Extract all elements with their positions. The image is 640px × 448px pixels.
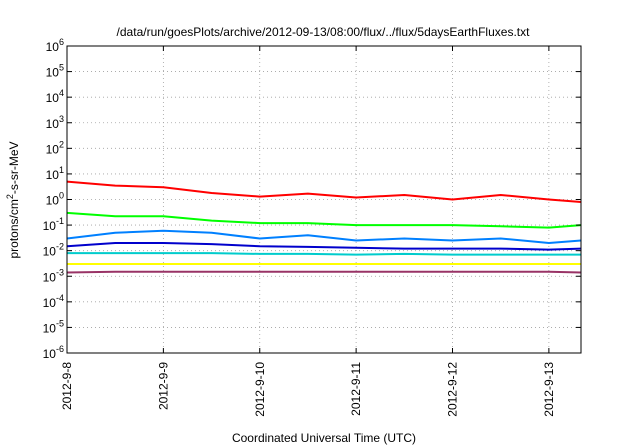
y-tick-mantissa: 10: [46, 117, 60, 131]
y-tick-mantissa: 10: [43, 347, 57, 361]
y-tick-mantissa: 10: [46, 91, 60, 105]
data-series-line: [66, 242, 582, 251]
y-tick-exponent: 3: [59, 114, 64, 124]
x-tick-labels: 2012-9-8 2012-9-9 2012-9-10 2012-9-11 2012-9…: [60, 362, 556, 417]
y-tick-mantissa: 10: [46, 40, 60, 54]
y-tick-mantissa: 10: [46, 66, 60, 80]
data-series-line: [66, 270, 582, 274]
y-tick-mantissa: 10: [46, 142, 60, 156]
y-tick-label: 10-1: [43, 216, 64, 233]
chart-title: /data/run/goesPlots/archive/2012-09-13/0…: [117, 25, 531, 39]
y-tick-exponent: -1: [56, 216, 64, 226]
y-tick-label: 105: [46, 63, 64, 80]
data-series-line: [66, 229, 582, 244]
grid-layer: [67, 46, 581, 353]
y-axis-title-suffix: -s-sr-MeV: [7, 141, 21, 194]
y-axis-title: protons/cm2-s-sr-MeV: [5, 141, 21, 258]
y-tick-label: 100: [46, 191, 64, 208]
data-series-line: [66, 180, 582, 203]
x-tick-label: 2012-9-11: [349, 362, 363, 416]
x-tick-label: 2012-9-8: [60, 362, 74, 410]
y-tick-label: 10-4: [43, 293, 64, 310]
y-tick-exponent: -5: [56, 318, 64, 328]
y-tick-exponent: -3: [56, 267, 64, 277]
y-tick-mantissa: 10: [43, 270, 57, 284]
y-tick-exponent: 1: [59, 165, 64, 175]
x-tick-label: 2012-9-9: [156, 362, 170, 410]
y-tick-mantissa: 10: [43, 245, 57, 259]
y-tick-exponent: 6: [59, 37, 64, 47]
series-layer: [66, 180, 582, 274]
y-tick-exponent: 2: [59, 139, 64, 149]
x-tick-label: 2012-9-10: [253, 362, 267, 417]
y-tick-label: 10-6: [43, 344, 64, 361]
y-tick-label: 10-5: [43, 318, 64, 335]
y-tick-label: 102: [46, 139, 64, 156]
tick-layer: [66, 45, 581, 354]
y-tick-label: 10-2: [43, 242, 64, 259]
y-tick-exponent: 0: [59, 191, 64, 201]
y-axis-title-superscript: 2: [5, 194, 15, 199]
y-tick-label: 103: [46, 114, 64, 131]
y-tick-exponent: 5: [59, 63, 64, 73]
y-tick-mantissa: 10: [43, 321, 57, 335]
x-tick-label: 2012-9-13: [542, 362, 556, 417]
y-tick-exponent: -4: [56, 293, 64, 303]
data-series-line: [67, 252, 581, 256]
y-axis-title-prefix: protons/cm: [7, 199, 21, 258]
y-tick-exponent: -6: [56, 344, 64, 354]
x-tick-label: 2012-9-12: [446, 362, 460, 417]
y-tick-label: 101: [46, 165, 64, 182]
y-tick-mantissa: 10: [46, 168, 60, 182]
x-axis-title: Coordinated Universal Time (UTC): [232, 431, 416, 445]
y-tick-exponent: 4: [59, 88, 64, 98]
y-tick-labels: 10-610-510-410-310-210-11001011021031041…: [43, 37, 64, 361]
y-tick-exponent: -2: [56, 242, 64, 252]
y-tick-label: 106: [46, 37, 64, 54]
data-series-line: [66, 211, 582, 229]
y-tick-mantissa: 10: [43, 219, 57, 233]
y-tick-mantissa: 10: [46, 194, 60, 208]
y-tick-mantissa: 10: [43, 296, 57, 310]
y-tick-label: 104: [46, 88, 64, 105]
y-tick-label: 10-3: [43, 267, 64, 284]
